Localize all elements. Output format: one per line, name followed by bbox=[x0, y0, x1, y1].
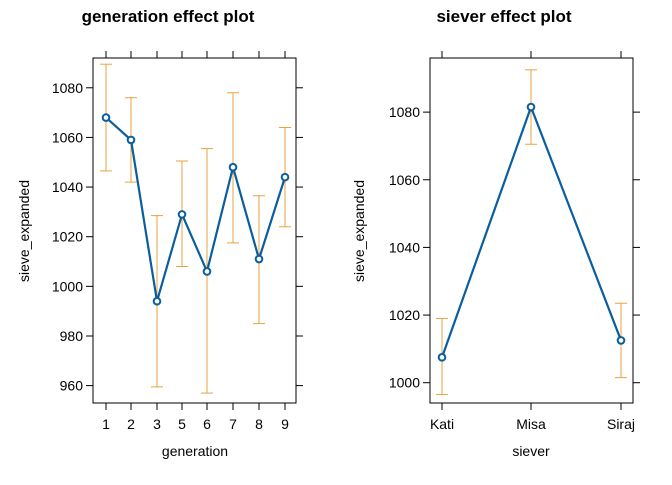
axes: 960 980 1000 1020 1040 1060 1080 1 2 3 5 6 7 8 9 bbox=[52, 51, 303, 432]
y-tick-label: 1020 bbox=[389, 307, 420, 323]
x-axis-label: siever bbox=[512, 443, 550, 459]
data-point bbox=[126, 135, 136, 145]
x-axis-label: generation bbox=[162, 443, 228, 459]
x-tick-label: 2 bbox=[127, 416, 135, 432]
x-tick-label: Siraj bbox=[607, 416, 635, 432]
y-tick-label: 1000 bbox=[52, 278, 83, 294]
series bbox=[437, 102, 626, 362]
y-tick-label: 1060 bbox=[389, 172, 420, 188]
data-point bbox=[616, 336, 626, 345]
data-point bbox=[202, 267, 212, 276]
chart-title: generation effect plot bbox=[82, 7, 255, 26]
y-tick-label: 1080 bbox=[52, 80, 83, 96]
data-point bbox=[177, 210, 187, 219]
chart-title: siever effect plot bbox=[436, 7, 571, 26]
x-tick-label: 6 bbox=[203, 416, 211, 432]
data-point bbox=[437, 353, 447, 362]
y-tick-label: 960 bbox=[60, 378, 84, 394]
series-line bbox=[105, 116, 287, 303]
data-point bbox=[526, 102, 536, 112]
y-axis-label: sieve_expanded bbox=[16, 180, 32, 282]
y-tick-label: 1020 bbox=[52, 229, 83, 245]
series bbox=[101, 113, 290, 306]
x-tick-label: 8 bbox=[255, 416, 263, 432]
y-tick-label: 1080 bbox=[389, 104, 420, 120]
data-point bbox=[101, 113, 111, 122]
data-point bbox=[254, 254, 264, 264]
generation-effect-plot: generation effect plot 960 980 1000 1020 104… bbox=[16, 7, 303, 459]
y-tick-label: 1000 bbox=[389, 375, 420, 391]
siever-effect-plot: siever effect plot 1000 1020 1040 1060 1080 K… bbox=[351, 7, 640, 459]
x-tick-label: Kati bbox=[430, 416, 454, 432]
x-tick-label: 1 bbox=[102, 416, 110, 432]
x-tick-label: 5 bbox=[178, 416, 186, 432]
y-tick-label: 1040 bbox=[389, 239, 420, 255]
plot-frame bbox=[92, 57, 297, 404]
x-tick-label: 7 bbox=[229, 416, 237, 432]
axes: 1000 1020 1040 1060 1080 Kati Misa Siraj bbox=[389, 51, 640, 432]
data-point bbox=[152, 296, 162, 306]
y-tick-label: 1060 bbox=[52, 129, 83, 145]
x-tick-label: Misa bbox=[516, 416, 546, 432]
error-bars bbox=[436, 69, 627, 396]
y-axis-label: sieve_expanded bbox=[351, 180, 367, 282]
error-bars bbox=[100, 63, 291, 394]
y-tick-label: 1040 bbox=[52, 179, 83, 195]
x-tick-label: 3 bbox=[153, 416, 161, 432]
data-point bbox=[228, 162, 238, 172]
y-tick-label: 980 bbox=[60, 328, 84, 344]
x-tick-label: 9 bbox=[281, 416, 289, 432]
data-point bbox=[280, 172, 290, 182]
